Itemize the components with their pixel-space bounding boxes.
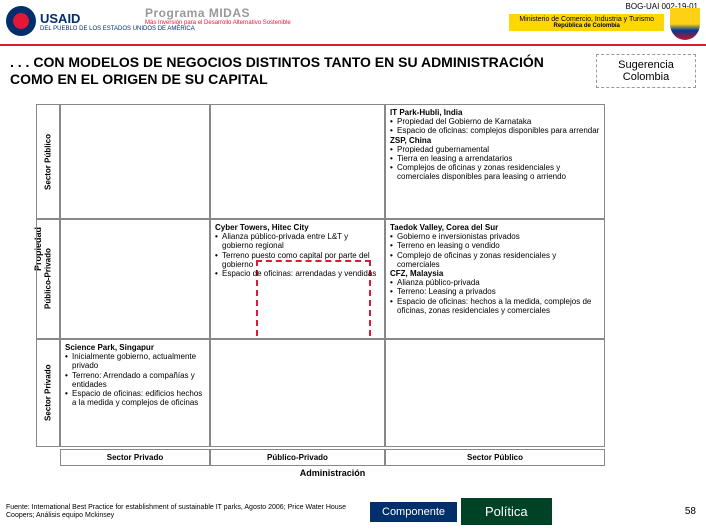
ylabel-public: Sector Público	[36, 104, 60, 219]
ylabel-private: Sector Privado	[36, 339, 60, 447]
cell-title: ZSP, China	[390, 136, 600, 145]
cell-bullet: Espacio de oficinas: arrendadas y vendid…	[215, 269, 380, 278]
cell-bullet: Espacio de oficinas: edificios hechos a …	[65, 389, 205, 407]
footer: Fuente: International Best Practice for …	[0, 498, 706, 525]
usaid-sub: DEL PUEBLO DE LOS ESTADOS UNIDOS DE AMÉR…	[40, 26, 195, 32]
cell-bullet: Tierra en leasing a arrendatarios	[390, 154, 600, 163]
cell-r0c2: IT Park-Hubli, IndiaPropiedad del Gobier…	[385, 104, 605, 219]
cell-r2c1	[210, 339, 385, 447]
cell-title: Science Park, Singapur	[65, 343, 205, 352]
cell-r0c1	[210, 104, 385, 219]
cell-bullet: Terreno en leasing o vendido	[390, 241, 600, 250]
cell-r2c0: Science Park, SingapurInicialmente gobie…	[60, 339, 210, 447]
cell-bullet: Propiedad gubernamental	[390, 145, 600, 154]
colombia-shield-icon	[670, 8, 700, 40]
cell-bullet: Gobierno e inversionistas privados	[390, 232, 600, 241]
midas-logo: Programa MIDAS Más Inversión para el Des…	[145, 6, 291, 26]
x-axis-label: Administración	[60, 468, 605, 478]
cell-r1c1: Cyber Towers, Hitec CityAlianza público-…	[210, 219, 385, 339]
cell-r0c0	[60, 104, 210, 219]
cell-title: Taedok Valley, Corea del Sur	[390, 223, 600, 232]
midas-sub: Más Inversión para el Desarrollo Alterna…	[145, 20, 291, 26]
page-number: 58	[685, 506, 696, 517]
cell-bullet: Terreno: Arrendado a compañías y entidad…	[65, 371, 205, 389]
cell-title: Cyber Towers, Hitec City	[215, 223, 380, 232]
cell-r2c2	[385, 339, 605, 447]
component-badge: Componente	[370, 502, 457, 522]
cell-bullet: Espacio de oficinas: complejos disponibl…	[390, 126, 600, 135]
header: BOG-UAI 002-19-01 USAID DEL PUEBLO DE LO…	[0, 0, 706, 46]
xlabel-public: Sector Público	[385, 449, 605, 466]
matrix: Propiedad Sector Público IT Park-Hubli, …	[36, 104, 656, 478]
cell-bullet: Terreno: Leasing a privados	[390, 287, 600, 296]
cell-bullet: Inicialmente gobierno, actualmente priva…	[65, 352, 205, 370]
cell-title: IT Park-Hubli, India	[390, 108, 600, 117]
ylabel-mixed: Público-Privado	[36, 219, 60, 339]
xlabel-mixed: Público-Privado	[210, 449, 385, 466]
usaid-seal-icon	[6, 6, 36, 36]
suggestion-box: Sugerencia Colombia	[596, 54, 696, 88]
ministry-sub: República de Colombia	[519, 23, 654, 29]
cell-bullet: Alianza público-privada entre L&T y gobi…	[215, 232, 380, 250]
cell-bullet: Complejo de oficinas y zonas residencial…	[390, 251, 600, 269]
xlabel-private: Sector Privado	[60, 449, 210, 466]
cell-bullet: Terreno puesto como capital por parte de…	[215, 251, 380, 269]
cell-bullet: Complejos de oficinas y zonas residencia…	[390, 163, 600, 181]
cell-r1c2: Taedok Valley, Corea del SurGobierno e i…	[385, 219, 605, 339]
source-note: Fuente: International Best Practice for …	[0, 504, 360, 519]
politica-badge: Política	[461, 498, 552, 525]
midas-title: Programa MIDAS	[145, 6, 291, 20]
cell-bullet: Propiedad del Gobierno de Karnataka	[390, 117, 600, 126]
cell-bullet: Alianza público-privada	[390, 278, 600, 287]
ministry-bar: Ministerio de Comercio, Industria y Turi…	[509, 14, 664, 31]
cell-bullet: Espacio de oficinas: hechos a la medida,…	[390, 297, 600, 315]
page-title: . . . CON MODELOS DE NEGOCIOS DISTINTOS …	[0, 46, 570, 92]
cell-r1c0	[60, 219, 210, 339]
ministry-name: Ministerio de Comercio, Industria y Turi…	[519, 16, 654, 23]
cell-title: CFZ, Malaysia	[390, 269, 600, 278]
